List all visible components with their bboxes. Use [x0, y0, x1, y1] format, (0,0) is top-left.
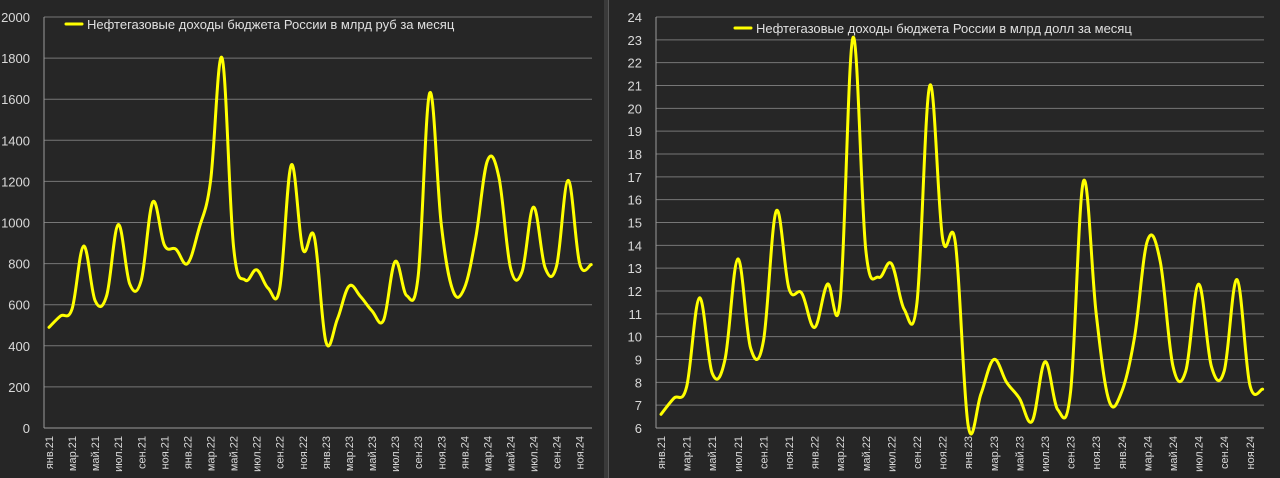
x-tick-label: мар.24 — [1142, 436, 1154, 471]
x-tick-label: июл.21 — [113, 436, 125, 472]
y-tick-label: 9 — [635, 353, 642, 368]
y-tick-label: 19 — [628, 124, 642, 139]
x-tick-label: ноя.24 — [1245, 436, 1257, 469]
legend-label: Нефтегазовые доходы бюджета России в млр… — [756, 21, 1132, 36]
y-tick-label: 17 — [628, 170, 642, 185]
y-tick-label: 1400 — [1, 133, 30, 148]
y-tick-label: 16 — [628, 193, 642, 208]
y-tick-label: 1600 — [1, 92, 30, 107]
x-tick-label: мар.24 — [482, 436, 494, 471]
y-tick-label: 13 — [628, 261, 642, 276]
x-tick-label: июл.22 — [886, 436, 898, 472]
x-tick-label: мар.23 — [344, 436, 356, 471]
y-tick-label: 1200 — [1, 174, 30, 189]
x-tick-label: мар.21 — [682, 436, 694, 471]
y-tick-label: 1000 — [1, 216, 30, 231]
x-tick-label: ноя.22 — [298, 436, 310, 469]
x-tick-label: мар.23 — [989, 436, 1001, 471]
panel-divider — [604, 0, 608, 478]
x-tick-label: май.21 — [707, 436, 719, 471]
x-tick-label: янв.23 — [321, 436, 333, 469]
x-tick-label: май.24 — [1168, 436, 1180, 471]
x-tick-label: июл.24 — [1194, 436, 1206, 472]
x-tick-label: янв.22 — [810, 436, 822, 469]
x-tick-label: янв.23 — [963, 436, 975, 469]
series-layer — [47, 55, 593, 348]
chart-panel-usd: 6 7 8 9 10 11 12 13 14 15 16 17 18 19 20 21 22 23 24 янв.2… — [608, 0, 1280, 478]
grid-layer — [655, 16, 1264, 429]
y-tick-label: 23 — [628, 33, 642, 48]
y-tick-label: 0 — [23, 421, 30, 436]
x-tick-label: янв.24 — [459, 436, 471, 469]
x-tick-label: ноя.21 — [784, 436, 796, 469]
y-tick-label: 22 — [628, 56, 642, 71]
x-tick-label: ноя.23 — [436, 436, 448, 469]
x-tick-label: май.23 — [1014, 436, 1026, 471]
y-tick-label: 18 — [628, 147, 642, 162]
y-tick-label: 6 — [635, 421, 642, 436]
x-tick-label: мар.22 — [835, 436, 847, 471]
x-tick-label: ноя.23 — [1091, 436, 1103, 469]
x-tick-label: сен.21 — [136, 436, 148, 469]
x-tick-label: июл.24 — [529, 436, 541, 472]
chart-usd-svg: 6 7 8 9 10 11 12 13 14 15 16 17 18 19 20 21 22 23 24 янв.2… — [628, 10, 1265, 472]
series-layer — [659, 35, 1265, 436]
x-tick-label: сен.21 — [758, 436, 770, 469]
x-tick-label: июл.23 — [390, 436, 402, 472]
y-tick-label: 800 — [8, 257, 30, 272]
x-tick-label: янв.21 — [44, 436, 56, 469]
x-tick-label: ноя.24 — [575, 436, 587, 469]
x-tick-label: янв.24 — [1117, 436, 1129, 469]
x-tick-label: ноя.22 — [938, 436, 950, 469]
x-tick-label: сен.23 — [413, 436, 425, 469]
x-tick-label: сен.22 — [912, 436, 924, 469]
y-tick-label: 1800 — [1, 51, 30, 66]
x-tick-label: сен.24 — [1219, 436, 1231, 469]
x-tick-label: сен.24 — [552, 436, 564, 469]
y-tick-label: 400 — [8, 339, 30, 354]
x-tick-label: сен.22 — [275, 436, 287, 469]
x-tick-label: сен.23 — [1066, 436, 1078, 469]
series-line — [659, 35, 1265, 436]
y-tick-label: 2000 — [1, 10, 30, 25]
x-tick-label: май.24 — [505, 436, 517, 471]
y-tick-layer: 6 7 8 9 10 11 12 13 14 15 16 17 18 19 20 21 22 23 24 — [628, 10, 642, 436]
x-tick-label: май.21 — [90, 436, 102, 471]
x-tick-label: июл.22 — [252, 436, 264, 472]
x-tick-layer: янв.21 мар.21 май.21 июл.21 сен.21 ноя.21 янв.… — [656, 436, 1257, 472]
y-tick-label: 7 — [635, 398, 642, 413]
x-tick-label: июл.21 — [733, 436, 745, 472]
y-tick-label: 8 — [635, 375, 642, 390]
y-tick-label: 11 — [629, 307, 643, 322]
x-tick-label: май.22 — [861, 436, 873, 471]
x-tick-label: июл.23 — [1040, 436, 1052, 472]
x-tick-label: май.22 — [229, 436, 241, 471]
y-tick-label: 14 — [628, 238, 642, 253]
x-tick-label: ноя.21 — [159, 436, 171, 469]
x-tick-label: янв.22 — [182, 436, 194, 469]
legend: Нефтегазовые доходы бюджета России в млр… — [733, 21, 1132, 36]
y-tick-label: 21 — [628, 79, 642, 94]
chart-panel-rub: 0 200 400 600 800 1000 1200 1400 1600 1800 2000 ян… — [0, 0, 605, 478]
y-tick-label: 10 — [628, 330, 642, 345]
x-tick-label: янв.21 — [656, 436, 668, 469]
y-tick-label: 600 — [8, 298, 30, 313]
x-tick-layer: янв.21 мар.21 май.21 июл.21 сен.21 ноя.21 янв.… — [44, 436, 587, 472]
legend: Нефтегазовые доходы бюджета России в млр… — [64, 17, 455, 32]
y-tick-label: 12 — [628, 284, 642, 299]
x-tick-label: мар.21 — [67, 436, 79, 471]
y-tick-label: 24 — [628, 10, 642, 25]
legend-label: Нефтегазовые доходы бюджета России в млр… — [87, 17, 455, 32]
chart-rub-svg: 0 200 400 600 800 1000 1200 1400 1600 1800 2000 ян… — [1, 10, 593, 472]
series-line — [47, 55, 593, 348]
grid-layer — [43, 16, 592, 429]
x-tick-label: май.23 — [367, 436, 379, 471]
y-tick-label: 20 — [628, 101, 642, 116]
y-tick-layer: 0 200 400 600 800 1000 1200 1400 1600 1800 2000 — [1, 10, 30, 436]
y-tick-label: 15 — [628, 216, 642, 231]
y-tick-label: 200 — [8, 380, 30, 395]
x-tick-label: мар.22 — [206, 436, 218, 471]
